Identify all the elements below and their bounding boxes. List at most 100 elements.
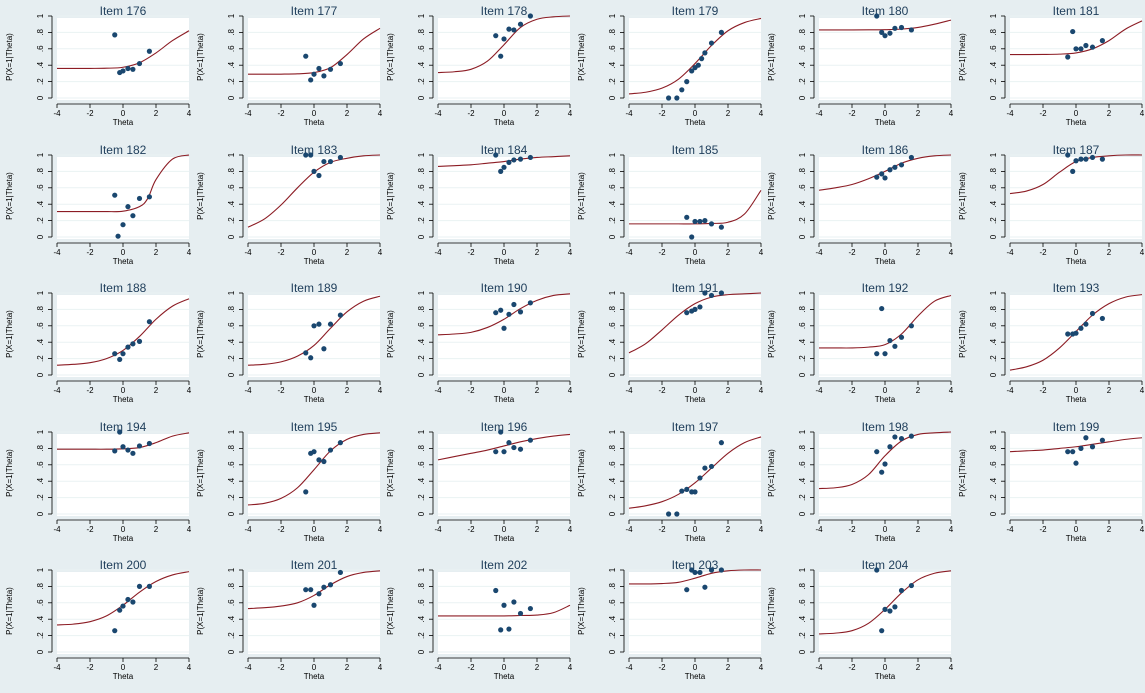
observed-point [708, 221, 713, 226]
y-axis-label: P(X=1|Theta) [5, 33, 14, 81]
observed-point [1083, 156, 1088, 161]
observed-point [882, 607, 887, 612]
observed-point [303, 350, 308, 355]
x-tick-label: -2 [658, 109, 666, 118]
x-tick-label: 2 [535, 663, 540, 672]
observed-point [882, 175, 887, 180]
x-tick-label: 4 [187, 109, 192, 118]
x-tick-label: -4 [434, 663, 442, 672]
x-tick-label: -2 [848, 386, 856, 395]
observed-point [702, 585, 707, 590]
plot-area [1010, 295, 1142, 377]
y-tick-label: .2 [36, 632, 45, 639]
y-tick-label: .8 [608, 444, 617, 451]
y-tick-label: 0 [36, 234, 45, 239]
y-tick-label: .8 [798, 444, 807, 451]
x-tick-label: -2 [848, 248, 856, 257]
y-tick-label: 1 [798, 567, 807, 572]
x-tick-label: 4 [377, 386, 382, 395]
y-tick-label: .2 [36, 493, 45, 500]
y-tick-label: .6 [36, 460, 45, 467]
x-tick-label: -4 [244, 663, 252, 672]
y-tick-label: .6 [608, 460, 617, 467]
x-tick-label: 4 [758, 386, 763, 395]
observed-point [125, 447, 130, 452]
x-tick-label: 0 [883, 525, 888, 534]
observed-point [316, 172, 321, 177]
x-axis-label: Theta [684, 395, 705, 404]
observed-point [874, 174, 879, 179]
y-tick-label: .6 [989, 460, 998, 467]
observed-point [337, 440, 342, 445]
x-tick-label: -4 [53, 525, 61, 534]
y-tick-label: .8 [989, 167, 998, 174]
y-tick-label: 1 [989, 152, 998, 157]
x-tick-label: 0 [692, 109, 697, 118]
observed-point [1099, 38, 1104, 43]
y-tick-label: .8 [989, 29, 998, 36]
y-tick-label: .2 [608, 632, 617, 639]
y-tick-label: 1 [227, 152, 236, 157]
x-axis-label: Theta [684, 118, 705, 127]
observed-point [1089, 45, 1094, 50]
y-tick-label: .4 [608, 338, 617, 345]
y-tick-label: 0 [608, 511, 617, 516]
observed-point [1099, 437, 1104, 442]
x-tick-label: 0 [1073, 386, 1078, 395]
observed-point [697, 570, 702, 575]
y-axis-label: P(X=1|Theta) [958, 171, 967, 219]
y-tick-label: .2 [36, 78, 45, 85]
observed-point [874, 351, 879, 356]
y-axis-label: P(X=1|Theta) [386, 171, 395, 219]
observed-point [718, 290, 723, 295]
observed-point [115, 233, 120, 238]
observed-point [316, 322, 321, 327]
x-tick-label: 0 [311, 525, 316, 534]
x-tick-label: -4 [815, 386, 823, 395]
observed-point [120, 351, 125, 356]
x-tick-label: -4 [625, 109, 633, 118]
observed-point [879, 171, 884, 176]
y-tick-label: 0 [36, 511, 45, 516]
x-tick-label: 2 [154, 386, 159, 395]
x-axis-label: Theta [1065, 534, 1086, 543]
x-tick-label: 2 [154, 248, 159, 257]
observed-point [909, 154, 914, 159]
y-tick-label: .6 [36, 599, 45, 606]
y-tick-label: .2 [608, 355, 617, 362]
observed-point [506, 27, 511, 32]
observed-point [518, 156, 523, 161]
y-tick-label: 1 [227, 567, 236, 572]
y-tick-label: .2 [417, 355, 426, 362]
y-tick-label: 0 [608, 372, 617, 377]
x-axis-label: Theta [113, 118, 134, 127]
observed-point [702, 50, 707, 55]
y-tick-label: .8 [417, 583, 426, 590]
x-tick-label: 4 [568, 663, 573, 672]
observed-point [112, 448, 117, 453]
y-tick-label: .6 [417, 45, 426, 52]
observed-point [316, 66, 321, 71]
observed-point [684, 310, 689, 315]
y-tick-label: 0 [227, 372, 236, 377]
observed-point [909, 433, 914, 438]
x-tick-label: -2 [467, 663, 475, 672]
x-tick-label: -4 [53, 386, 61, 395]
y-axis-label: P(X=1|Theta) [5, 448, 14, 496]
observed-point [303, 152, 308, 157]
observed-point [718, 440, 723, 445]
y-tick-label: .4 [36, 615, 45, 622]
observed-point [518, 446, 523, 451]
observed-point [887, 608, 892, 613]
y-tick-label: .4 [36, 200, 45, 207]
y-tick-label: 0 [989, 372, 998, 377]
x-axis-label: Theta [875, 118, 896, 127]
